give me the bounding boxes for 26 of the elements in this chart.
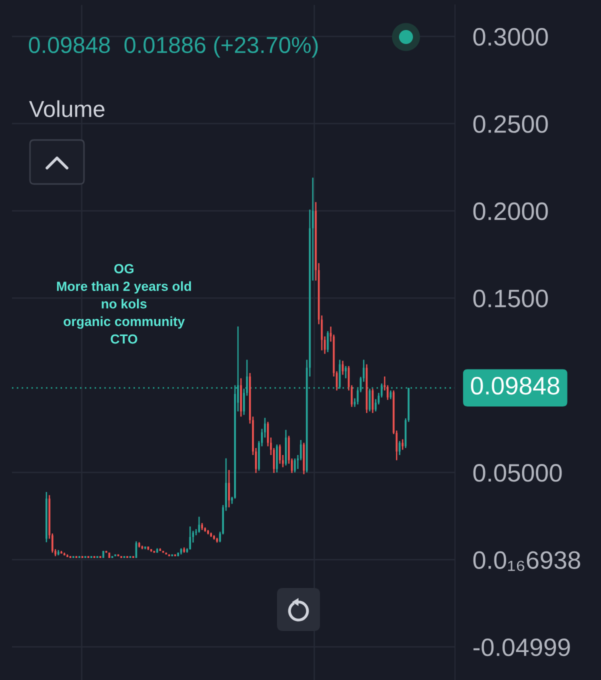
text: 0.09848 0.01886 (+23.70%) (28, 36, 318, 58)
ref-line-label: 0.09848 (470, 376, 560, 395)
candlestick (216, 537, 218, 544)
candlestick (278, 444, 281, 464)
candlestick (204, 526, 206, 532)
annotation: OG More than 2 years old no kols organic community CTO (57, 264, 191, 344)
candlestick (398, 440, 401, 456)
candlestick (402, 438, 404, 450)
candlestick (228, 469, 230, 508)
candlestick (198, 516, 200, 534)
candlestick (276, 444, 278, 474)
candlestick (240, 378, 242, 418)
y-tick-label: 0.2000 (473, 202, 548, 220)
y-tick-label: -0.04999 (473, 638, 570, 656)
candlestick (189, 526, 192, 550)
candlestick (213, 534, 215, 540)
y-tick-label: 0.1500 (473, 290, 548, 308)
candlestick (201, 522, 203, 531)
y-tick-label: 0.0₁₆6938 (473, 551, 580, 571)
candlestick (210, 532, 212, 538)
y-tick-label: 0.3000 (473, 28, 548, 46)
candlestick (294, 458, 296, 474)
annotation: Volume (29, 100, 104, 118)
y-tick-label: 0.2500 (473, 115, 548, 133)
y-tick-label: 0.05000 (473, 464, 562, 482)
candlestick (207, 529, 209, 535)
